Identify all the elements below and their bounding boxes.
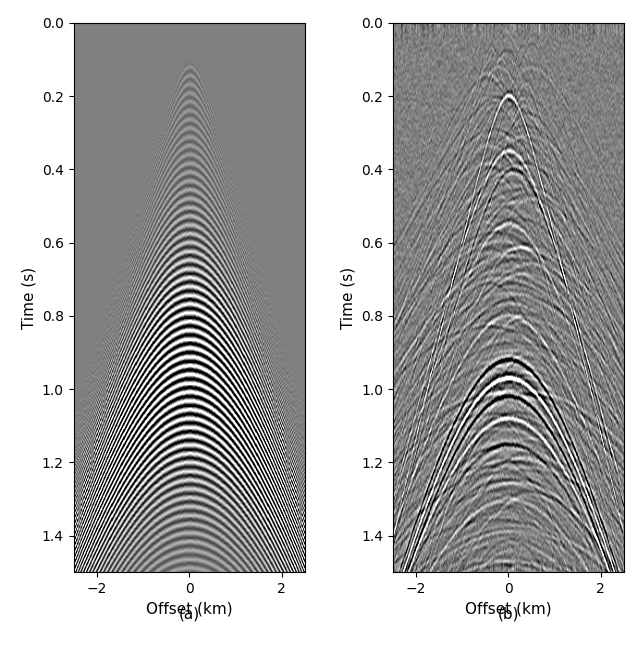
Y-axis label: Time (s): Time (s) xyxy=(340,267,355,328)
X-axis label: Offset (km): Offset (km) xyxy=(465,602,552,617)
Title: (a): (a) xyxy=(179,607,200,622)
X-axis label: Offset (km): Offset (km) xyxy=(146,602,232,617)
Y-axis label: Time (s): Time (s) xyxy=(21,267,36,328)
Title: (b): (b) xyxy=(498,607,519,622)
